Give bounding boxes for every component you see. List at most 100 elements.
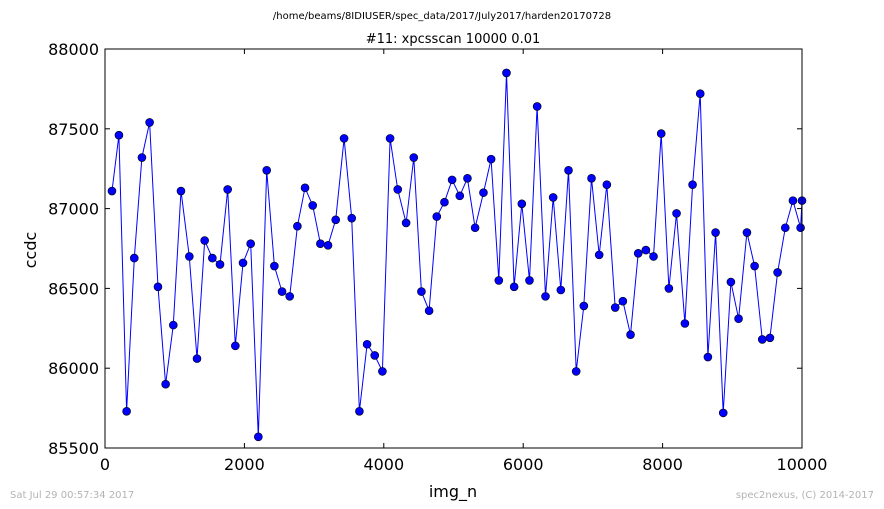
data-point	[331, 215, 341, 225]
data-point	[323, 241, 333, 250]
data-point	[362, 339, 372, 349]
data-point	[742, 228, 752, 237]
data-point	[734, 314, 743, 324]
data-point	[424, 306, 434, 316]
data-point	[339, 134, 349, 143]
data-point	[664, 284, 674, 293]
data-point	[161, 379, 170, 389]
footer-credit: spec2nexus, (C) 2014-2017	[736, 490, 874, 501]
y-axis-ticks: 85500 86000 86500 87000 87500 88000	[48, 40, 802, 458]
data-point	[757, 335, 767, 344]
data-point	[254, 432, 263, 442]
data-point	[114, 130, 124, 140]
data-point	[316, 239, 325, 249]
data-point	[711, 228, 720, 237]
data-point	[541, 292, 550, 301]
data-point	[153, 282, 163, 292]
data-point	[370, 351, 380, 360]
data-point	[765, 333, 775, 343]
data-point	[385, 134, 395, 143]
data-point	[579, 301, 589, 311]
data-point	[223, 185, 232, 194]
data-point	[486, 154, 496, 164]
data-point	[564, 165, 573, 175]
y-tick-label: 87000	[48, 200, 99, 219]
y-tick-label: 86500	[48, 279, 99, 298]
data-point	[641, 245, 651, 255]
x-tick-label: 2000	[224, 455, 265, 474]
data-point	[137, 153, 147, 162]
x-tick-label: 6000	[503, 455, 544, 474]
data-point	[571, 367, 581, 376]
data-point	[300, 183, 310, 193]
data-point	[594, 250, 604, 260]
data-point	[262, 165, 272, 175]
data-point	[145, 118, 154, 127]
data-point	[355, 406, 364, 416]
data-point	[688, 180, 697, 189]
data-point	[750, 261, 759, 271]
data-point	[525, 276, 534, 285]
y-axis-label: ccdc	[21, 232, 40, 269]
y-tick-label: 85500	[48, 439, 99, 458]
suptitle-path: /home/beams/8IDIUSER/spec_data/2017/July…	[273, 11, 611, 22]
data-point	[417, 287, 426, 296]
data-point	[633, 248, 643, 258]
data-point	[517, 199, 527, 209]
data-point	[440, 197, 449, 207]
data-point	[788, 196, 798, 205]
y-tick-label: 88000	[48, 40, 99, 59]
data-point	[432, 212, 442, 221]
data-point	[246, 239, 255, 249]
data-point	[479, 188, 488, 197]
x-axis-ticks: 0 2000 4000 6000 8000 10000	[100, 49, 828, 474]
x-tick-label: 4000	[363, 455, 404, 474]
x-axis-label: img_n	[429, 482, 477, 502]
data-point	[308, 201, 318, 210]
data-point	[470, 223, 480, 233]
data-point	[672, 209, 681, 218]
data-point	[169, 320, 178, 330]
data-point	[494, 276, 504, 285]
data-point	[215, 260, 225, 269]
data-point	[649, 252, 658, 261]
chart-title: #11: xpcsscan 10000 0.01	[366, 32, 541, 47]
data-point	[773, 268, 782, 277]
data-point	[231, 341, 240, 351]
data-point	[703, 352, 713, 362]
data-point	[378, 367, 387, 376]
data-point	[208, 253, 217, 263]
x-tick-label: 10000	[777, 455, 828, 474]
data-point	[107, 186, 117, 196]
data-point	[509, 282, 519, 292]
data-point	[122, 406, 131, 416]
data-point	[393, 185, 403, 194]
data-point	[401, 218, 411, 228]
data-point	[347, 213, 357, 223]
data-point	[548, 193, 558, 202]
data-point	[502, 68, 511, 78]
data-point	[796, 223, 805, 233]
data-point	[293, 221, 302, 231]
data-point	[285, 292, 295, 301]
y-tick-label: 86000	[48, 359, 99, 378]
data-point	[277, 287, 287, 296]
data-point	[200, 236, 209, 245]
data-point	[270, 261, 279, 271]
data-point	[192, 354, 202, 363]
data-point	[409, 153, 419, 162]
data-point	[602, 180, 612, 189]
data-point	[129, 253, 139, 263]
data-point	[718, 408, 728, 418]
data-point	[176, 186, 186, 196]
data-point	[695, 89, 705, 98]
plot-area	[104, 48, 807, 449]
data-point	[726, 277, 736, 287]
data-point	[556, 285, 566, 295]
data-point	[780, 223, 790, 233]
data-point	[447, 175, 457, 185]
data-point	[610, 303, 620, 312]
data-point	[455, 191, 465, 201]
x-tick-label: 8000	[642, 455, 683, 474]
footer-timestamp: Sat Jul 29 00:57:34 2017	[10, 490, 134, 501]
